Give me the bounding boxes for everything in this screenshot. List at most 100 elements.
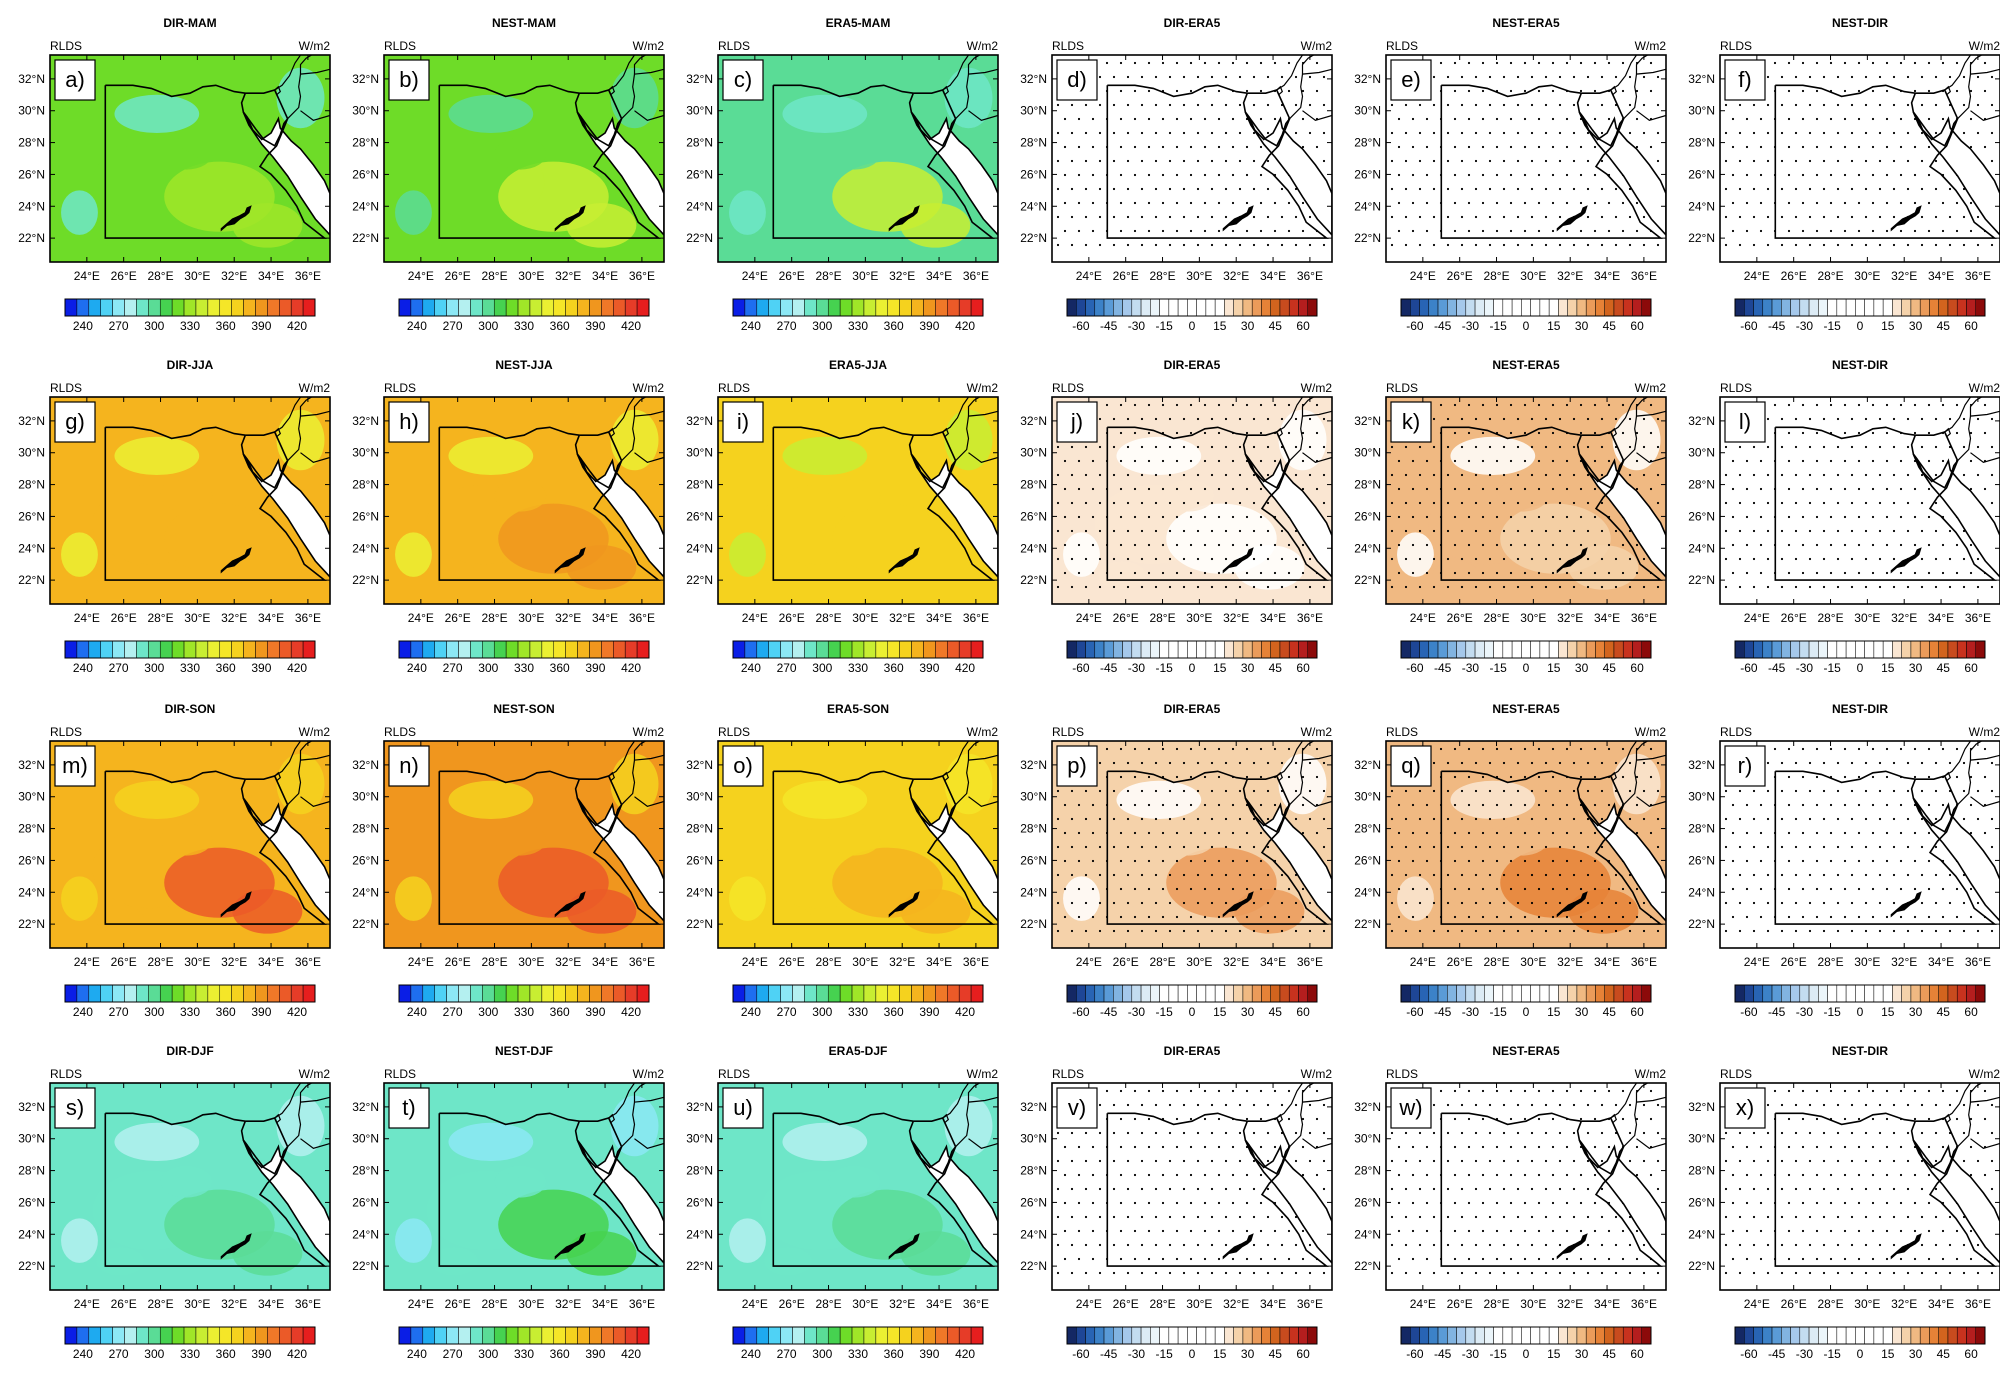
colorbar-swatch (1976, 1327, 1985, 1344)
lon-label: 28°E (815, 1297, 841, 1311)
colorbar-swatch (566, 985, 578, 1002)
colorbar-swatch (482, 985, 494, 1002)
lon-label: 34°E (1594, 611, 1620, 625)
lat-label: 32°N (18, 1100, 45, 1114)
colorbar-swatch (566, 1327, 578, 1344)
colorbar-swatch (1902, 299, 1911, 316)
colorbar-swatch (1568, 299, 1577, 316)
lat-label: 22°N (1020, 917, 1047, 931)
colorbar-tick-label: 270 (443, 319, 463, 333)
lat-label: 24°N (1354, 199, 1381, 213)
lat-label: 24°N (1688, 199, 1715, 213)
colorbar-swatch (1429, 985, 1438, 1002)
lat-label: 22°N (1354, 573, 1381, 587)
colorbar-swatch (554, 641, 566, 658)
colorbar-swatch (1234, 641, 1243, 658)
colorbar-swatch (781, 641, 793, 658)
colorbar-swatch (1494, 299, 1503, 316)
lat-label: 30°N (1688, 446, 1715, 460)
lat-label: 30°N (18, 1132, 45, 1146)
field-contour-3 (448, 437, 533, 475)
colorbar-tick-label: 0 (1189, 1005, 1196, 1019)
field-contour-2 (900, 545, 970, 590)
panel-title: NEST-ERA5 (1492, 1044, 1560, 1058)
colorbar-swatch (1521, 641, 1530, 658)
colorbar-swatch (1215, 1327, 1224, 1344)
colorbar-swatch (220, 1327, 232, 1344)
colorbar-swatch (1632, 299, 1641, 316)
colorbar-swatch (745, 985, 757, 1002)
panel-title: ERA5-SON (827, 702, 889, 716)
colorbar-swatch (291, 299, 303, 316)
lon-label: 28°E (1817, 269, 1843, 283)
lon-label: 26°E (1113, 955, 1139, 969)
lon-label: 24°E (74, 611, 100, 625)
colorbar-swatch (1178, 641, 1187, 658)
colorbar-swatch (1141, 641, 1150, 658)
colorbar-swatch (1911, 299, 1920, 316)
colorbar-tick-label: 240 (73, 1005, 93, 1019)
lon-label: 32°E (1891, 611, 1917, 625)
colorbar-swatch (1484, 1327, 1493, 1344)
lat-label: 28°N (352, 478, 379, 492)
colorbar-tick-label: 30 (1575, 661, 1589, 675)
lat-label: 22°N (1354, 917, 1381, 931)
field-contour-7 (1766, 219, 1814, 248)
colorbar-swatch (1475, 641, 1484, 658)
variable-label: RLDS (50, 1067, 82, 1081)
colorbar-swatch (888, 299, 900, 316)
colorbar-swatch (1086, 641, 1095, 658)
lat-label: 26°N (1020, 853, 1047, 867)
colorbar-swatch (1929, 641, 1938, 658)
lon-label: 30°E (1186, 611, 1212, 625)
lon-label: 34°E (258, 611, 284, 625)
field-contour-5 (1163, 824, 1215, 856)
colorbar-swatch (494, 641, 506, 658)
variable-label: RLDS (718, 1067, 750, 1081)
colorbar-swatch (1911, 985, 1920, 1002)
colorbar-swatch (1540, 641, 1549, 658)
lat-label: 26°N (686, 167, 713, 181)
colorbar-tick-label: 420 (955, 661, 975, 675)
colorbar-tick-label: 390 (251, 1347, 271, 1361)
colorbar-swatch (1123, 1327, 1132, 1344)
colorbar-swatch (1280, 641, 1289, 658)
colorbar-swatch (101, 299, 113, 316)
lat-label: 26°N (352, 167, 379, 181)
colorbar-swatch (1298, 985, 1307, 1002)
colorbar-swatch (1420, 641, 1429, 658)
colorbar-swatch (1160, 299, 1169, 316)
lat-label: 28°N (686, 822, 713, 836)
colorbar-swatch (1957, 299, 1966, 316)
field-contour-6 (1397, 1218, 1434, 1263)
field-contour-2 (1234, 1231, 1304, 1276)
colorbar-swatch (554, 1327, 566, 1344)
colorbar-swatch (1401, 985, 1410, 1002)
colorbar-swatch (578, 1327, 590, 1344)
panel-title: ERA5-DJF (829, 1044, 888, 1058)
panel-title: NEST-DIR (1832, 358, 1888, 372)
colorbar-swatch (959, 1327, 971, 1344)
lon-label: 26°E (1447, 1297, 1473, 1311)
panel-title: DIR-ERA5 (1164, 1044, 1221, 1058)
panel-title: DIR-DJF (166, 1044, 213, 1058)
colorbar-swatch (554, 299, 566, 316)
lat-label: 32°N (18, 758, 45, 772)
lat-label: 28°N (352, 136, 379, 150)
colorbar-swatch (447, 299, 459, 316)
field-contour-6 (61, 190, 98, 235)
panel-title: NEST-ERA5 (1492, 358, 1560, 372)
field-contour-6 (1397, 532, 1434, 577)
colorbar-swatch (1466, 1327, 1475, 1344)
field-contour-7 (1766, 1247, 1814, 1276)
units-label: W/m2 (1301, 725, 1333, 739)
colorbar-swatch (1521, 985, 1530, 1002)
colorbar-swatch (1763, 985, 1772, 1002)
panel-letter: r) (1738, 753, 1753, 778)
colorbar-swatch (840, 299, 852, 316)
field-contour-3 (114, 1123, 199, 1161)
lat-label: 32°N (686, 1100, 713, 1114)
lat-label: 28°N (352, 1164, 379, 1178)
lon-label: 36°E (963, 1297, 989, 1311)
